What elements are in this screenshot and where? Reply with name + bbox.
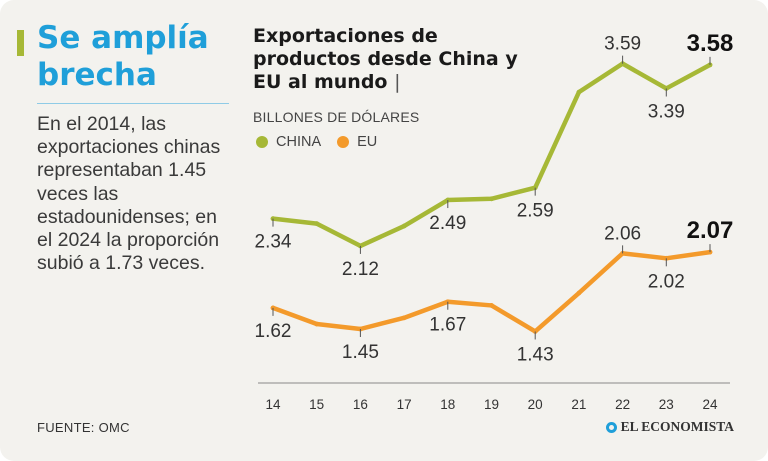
x-tick-label: 16 bbox=[353, 397, 368, 412]
data-label-china: 2.49 bbox=[429, 213, 466, 234]
data-label-eu: 2.07 bbox=[687, 217, 734, 244]
data-label-china: 3.58 bbox=[687, 30, 734, 57]
x-tick-label: 20 bbox=[528, 397, 543, 412]
data-point-eu bbox=[576, 290, 582, 296]
series-line-china bbox=[270, 61, 713, 249]
data-label-eu: 2.06 bbox=[604, 223, 641, 244]
units-label: BILLONES DE DÓLARES bbox=[253, 109, 420, 125]
x-tick-label: 15 bbox=[309, 397, 324, 412]
data-point-china bbox=[576, 89, 582, 95]
data-label-china: 3.59 bbox=[604, 34, 641, 55]
source-note: FUENTE: OMC bbox=[37, 420, 130, 435]
data-label-eu: 1.67 bbox=[429, 315, 466, 336]
x-tick-label: 17 bbox=[397, 397, 412, 412]
data-label-eu: 2.02 bbox=[648, 271, 685, 292]
chart-title-separator: | bbox=[394, 71, 401, 93]
publisher-logo: EL ECONOMISTA bbox=[605, 419, 734, 435]
data-point-eu bbox=[489, 303, 494, 308]
data-label-china: 2.59 bbox=[517, 201, 554, 222]
chart-title-text: Exportaciones de productos desde China y… bbox=[253, 25, 518, 93]
legend-item-eu: EU bbox=[337, 134, 377, 150]
headline: Se amplía brecha bbox=[37, 20, 209, 93]
series-line-eu bbox=[270, 249, 713, 334]
x-tick-label: 23 bbox=[659, 397, 674, 412]
logo-text: EL ECONOMISTA bbox=[620, 419, 734, 434]
legend-label-eu: EU bbox=[357, 134, 378, 150]
summary-text: En el 2014, las exportaciones chinas rep… bbox=[37, 113, 221, 275]
data-label-eu: 1.43 bbox=[517, 344, 554, 365]
data-point-eu bbox=[314, 321, 320, 327]
data-label-china: 2.12 bbox=[342, 259, 379, 280]
legend-dot-eu bbox=[337, 136, 350, 148]
data-point-eu bbox=[401, 315, 407, 321]
x-tick-label: 21 bbox=[571, 397, 586, 412]
data-label-china: 3.39 bbox=[648, 101, 685, 122]
data-point-eu bbox=[620, 250, 625, 256]
chart-title: Exportaciones de productos desde China y… bbox=[253, 25, 523, 94]
x-tick-label: 14 bbox=[265, 397, 281, 412]
legend-dot-china bbox=[256, 136, 268, 148]
x-tick-label: 24 bbox=[702, 397, 718, 412]
logo-icon bbox=[605, 421, 617, 433]
x-tick-label: 19 bbox=[484, 397, 499, 412]
headline-accent-bar bbox=[17, 30, 24, 56]
x-tick-label: 18 bbox=[440, 397, 455, 412]
data-point-china bbox=[401, 223, 407, 229]
headline-divider bbox=[37, 103, 229, 104]
legend-label-china: CHINA bbox=[276, 134, 322, 150]
x-tick-label: 22 bbox=[615, 397, 630, 412]
data-label-eu: 1.62 bbox=[255, 321, 292, 342]
data-label-china: 2.34 bbox=[255, 232, 292, 253]
legend: CHINA EU bbox=[256, 134, 393, 150]
data-label-eu: 1.45 bbox=[342, 342, 379, 363]
data-point-china bbox=[489, 196, 494, 202]
legend-item-china: CHINA bbox=[256, 134, 321, 150]
data-point-china bbox=[314, 221, 320, 227]
